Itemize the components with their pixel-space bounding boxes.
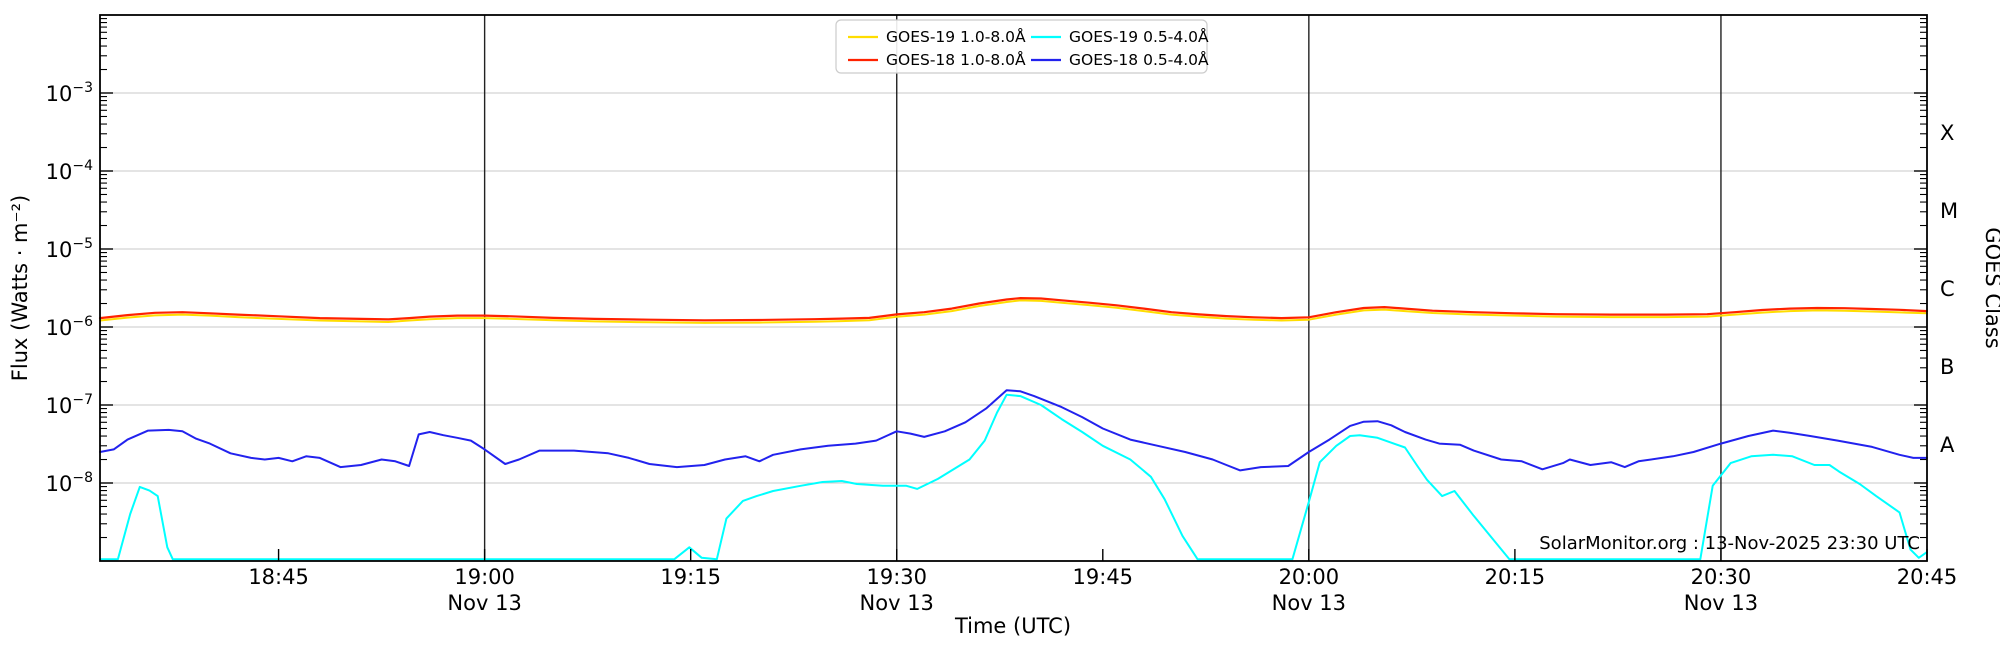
series-line-2: [99, 393, 1928, 561]
legend-label-goes19-long: GOES-19 1.0-8.0Å: [886, 27, 1026, 46]
legend: GOES-19 1.0-8.0Å GOES-18 1.0-8.0Å GOES-1…: [835, 19, 1209, 74]
series-line-0: [99, 299, 1928, 324]
plot-frame: [99, 14, 1928, 562]
x-tick-label: 19:15: [660, 565, 721, 589]
x-tick-label: 20:45: [1897, 565, 1958, 589]
x-tick-date-label: Nov 13: [447, 591, 521, 615]
x-tick-date-label: Nov 13: [860, 591, 934, 615]
x-axis-title: Time (UTC): [954, 614, 1071, 638]
series-line-1: [98, 297, 1929, 322]
x-tick-label: 20:15: [1485, 565, 1546, 589]
y-tick-label: 10−3: [46, 80, 93, 106]
legend-label-goes18-short: GOES-18 0.5-4.0Å: [1069, 50, 1209, 69]
x-tick-date-label: Nov 13: [1272, 591, 1346, 615]
y-axis-title: Flux (Watts · m⁻²): [8, 195, 32, 381]
plot-area-layer: [98, 15, 1929, 561]
legend-box: [835, 19, 1208, 74]
goes-class-label-X: X: [1940, 121, 1954, 145]
y-tick-label: 10−8: [46, 470, 93, 496]
x-tick-label: 19:00: [454, 565, 515, 589]
legend-label-goes18-long: GOES-18 1.0-8.0Å: [886, 50, 1026, 69]
watermark-text: SolarMonitor.org : 13-Nov-2025 23:30 UTC: [1539, 533, 1920, 554]
goes-class-label-C: C: [1940, 277, 1955, 301]
goes-class-label-M: M: [1940, 199, 1958, 223]
legend-label-goes19-short: GOES-19 0.5-4.0Å: [1069, 27, 1209, 46]
x-tick-label: 19:30: [866, 565, 927, 589]
x-tick-label: 20:30: [1691, 565, 1752, 589]
goes-class-label-B: B: [1940, 355, 1954, 379]
y-tick-label: 10−4: [46, 158, 93, 184]
y-tick-label: 10−5: [46, 236, 93, 262]
x-tick-date-label: Nov 13: [1684, 591, 1758, 615]
series-line-3: [99, 389, 1928, 472]
x-tick-label: 20:00: [1279, 565, 1340, 589]
goes-class-label-A: A: [1940, 433, 1955, 457]
x-tick-label: 19:45: [1073, 565, 1134, 589]
y-tick-label: 10−6: [46, 314, 93, 340]
right-axis-title: GOES Class: [1981, 227, 2000, 348]
x-tick-label: 18:45: [248, 565, 309, 589]
labels-layer: Time (UTC) Flux (Watts · m⁻²) GOES Class…: [8, 19, 2000, 638]
y-tick-label: 10−7: [46, 392, 93, 418]
